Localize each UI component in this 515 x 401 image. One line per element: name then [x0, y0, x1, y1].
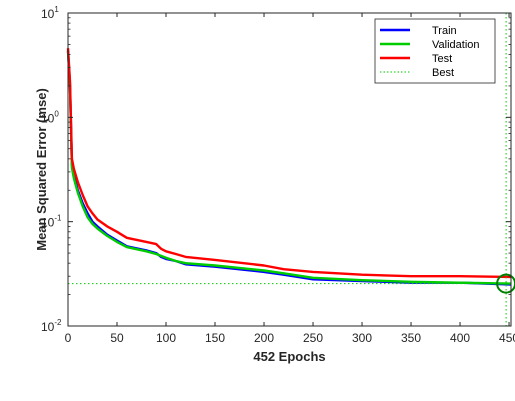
x-tick-label: 200 — [254, 331, 274, 345]
legend-label-train: Train — [432, 25, 457, 37]
x-tick-label: 100 — [156, 331, 176, 345]
y-tick-label: 10-1 — [41, 214, 62, 230]
legend-entry-test: Test — [380, 53, 452, 65]
best-marker-circle — [496, 273, 515, 294]
y-axis-ticks: 101 100 10-1 10-2 — [41, 5, 511, 334]
x-axis-label: 452 Epochs — [253, 349, 325, 364]
series-layer — [66, 48, 512, 286]
legend-entry-best: Best — [380, 67, 454, 79]
series-line-validation — [66, 50, 512, 285]
x-tick-label: 400 — [450, 331, 470, 345]
y-axis-label: Mean Squared Error (mse) — [34, 88, 49, 251]
legend-label-test: Test — [432, 53, 452, 65]
x-tick-label: 50 — [110, 331, 124, 345]
y-tick-label: 10-2 — [41, 318, 62, 334]
y-tick-label: 101 — [41, 5, 59, 21]
x-tick-label: 0 — [65, 331, 72, 345]
x-tick-label: 150 — [205, 331, 225, 345]
x-tick-label: 450 — [499, 331, 515, 345]
legend: Train Validation Test Best — [374, 18, 496, 84]
legend-label-best: Best — [432, 67, 454, 79]
x-tick-label: 350 — [401, 331, 421, 345]
legend-entry-train: Train — [380, 25, 457, 37]
axes-box — [67, 12, 512, 327]
x-tick-label: 300 — [352, 331, 372, 345]
series-line-test — [66, 48, 512, 279]
y-tick-label: 100 — [41, 109, 59, 125]
x-tick-label: 250 — [303, 331, 323, 345]
legend-label-validation: Validation — [432, 39, 480, 51]
x-axis-ticks: 0 50 100 150 200 250 300 350 400 450 — [65, 13, 515, 345]
best-layer — [68, 13, 515, 326]
legend-entry-validation: Validation — [380, 39, 480, 51]
